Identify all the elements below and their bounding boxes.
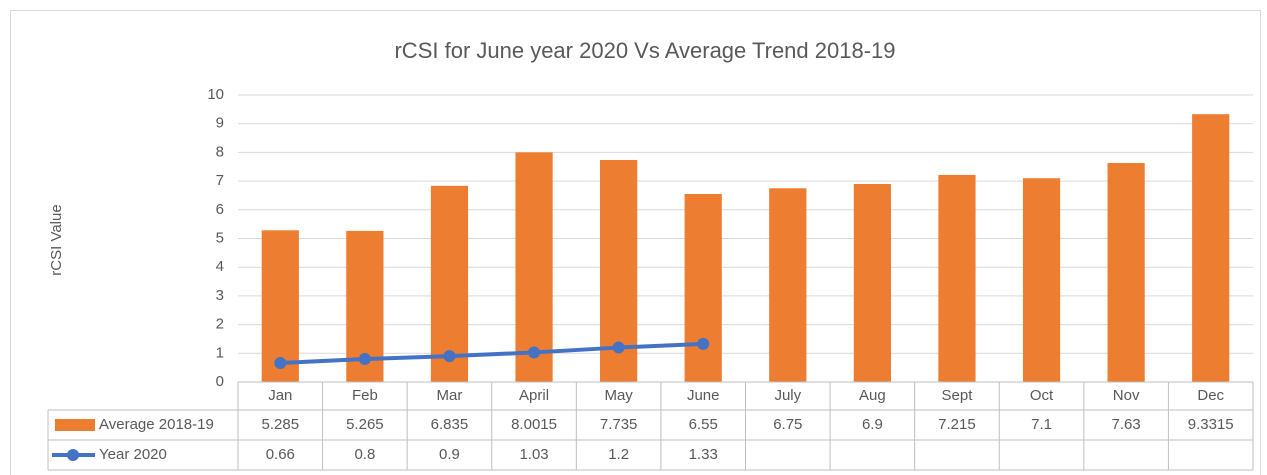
bar (938, 174, 976, 382)
x-tick-label: Jan (268, 387, 292, 404)
y-axis-label: rCSI Value (48, 204, 65, 275)
x-tick-label: Sept (942, 387, 974, 404)
legend-label: Year 2020 (99, 446, 167, 463)
legend-key (55, 419, 95, 431)
table-value: 1.03 (519, 446, 548, 463)
y-tick-label: 9 (216, 115, 224, 132)
y-tick-label: 3 (216, 287, 224, 304)
table-value: 5.285 (262, 416, 300, 433)
table-value: 6.835 (431, 416, 469, 433)
table-value: 6.55 (689, 416, 718, 433)
line-marker (443, 350, 456, 363)
bar (515, 152, 553, 382)
y-tick-label: 10 (207, 86, 224, 103)
line-marker (528, 346, 541, 359)
table-value: 8.0015 (511, 416, 557, 433)
chart-title: rCSI for June year 2020 Vs Average Trend… (394, 38, 895, 63)
table-value: 1.2 (608, 446, 629, 463)
legend-label: Average 2018-19 (99, 416, 214, 433)
line-marker (358, 353, 371, 366)
x-tick-label: Feb (352, 387, 378, 404)
bar (430, 185, 469, 382)
table-value: 7.215 (938, 416, 976, 433)
x-tick-label: Dec (1197, 387, 1224, 404)
bar (1107, 163, 1145, 382)
table-value: 9.3315 (1188, 416, 1234, 433)
x-tick-label: April (519, 387, 549, 404)
table-value: 0.8 (354, 446, 375, 463)
line (278, 341, 706, 366)
line-marker (697, 337, 710, 350)
y-tick-label: 4 (216, 258, 224, 275)
line-marker (274, 357, 287, 370)
x-tick-label: Oct (1030, 387, 1054, 404)
bar (853, 183, 891, 382)
y-tick-label: 1 (216, 344, 224, 361)
table-value: 6.9 (862, 416, 883, 433)
table-value: 6.75 (773, 416, 802, 433)
bar (261, 230, 299, 382)
x-tick-label: Mar (437, 387, 463, 404)
x-tick-label: June (687, 387, 720, 404)
x-tick-label: July (774, 387, 801, 404)
y-tick-label: 0 (216, 373, 224, 390)
bar (769, 188, 807, 382)
table-value: 5.265 (346, 416, 384, 433)
y-tick-label: 2 (216, 316, 224, 333)
y-tick-label: 7 (216, 172, 224, 189)
x-tick-label: May (604, 387, 633, 404)
table-value: 7.63 (1112, 416, 1141, 433)
x-tick-label: Aug (859, 387, 886, 404)
bar (1022, 178, 1061, 382)
table-value: 1.33 (689, 446, 718, 463)
x-tick-label: Nov (1113, 387, 1140, 404)
line-marker (612, 341, 625, 354)
bar (684, 194, 722, 382)
y-tick-label: 5 (216, 229, 224, 246)
table-value: 7.735 (600, 416, 638, 433)
table-value: 0.66 (266, 446, 295, 463)
bar (1192, 114, 1230, 383)
y-tick-label: 8 (216, 143, 224, 160)
table-value: 7.1 (1031, 416, 1052, 433)
table-value: 0.9 (439, 446, 460, 463)
y-tick-label: 6 (216, 201, 224, 218)
legend-key (67, 449, 79, 461)
